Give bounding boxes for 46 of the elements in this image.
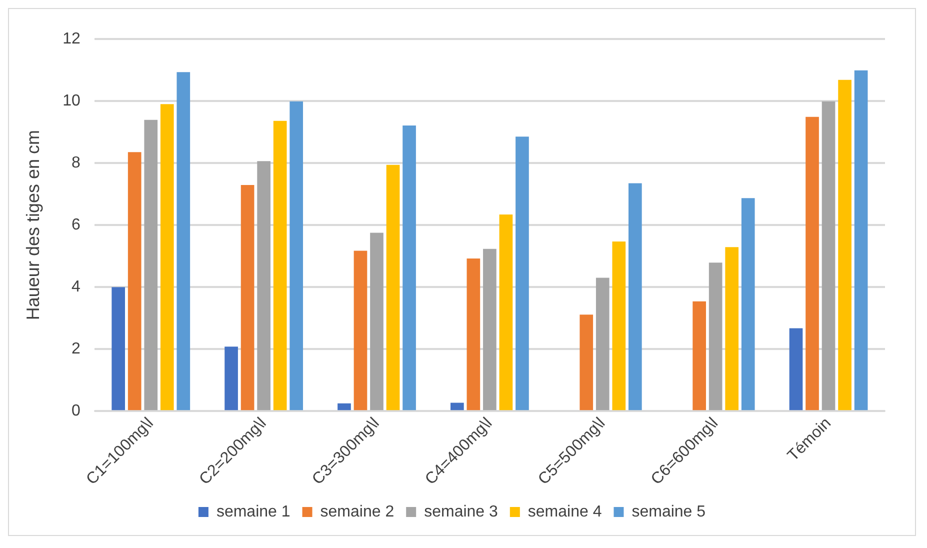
- bar: [370, 232, 384, 410]
- bar: [596, 278, 610, 410]
- bar: [450, 402, 464, 410]
- bar: [708, 262, 722, 410]
- y-tick-label: 0: [71, 402, 80, 420]
- bar: [580, 314, 594, 410]
- bar: [240, 185, 254, 410]
- bar: [257, 161, 270, 410]
- bar: [516, 136, 529, 410]
- legend-label: semaine 3: [424, 503, 498, 520]
- bar: [854, 70, 868, 410]
- bar: [273, 120, 287, 410]
- y-tick-label: 6: [71, 216, 80, 234]
- bar: [789, 328, 803, 410]
- y-axis-title: Haueur des tiges en cm: [22, 130, 43, 320]
- bar: [402, 126, 416, 410]
- legend-label: semaine 2: [320, 503, 394, 520]
- bar: [176, 72, 190, 410]
- bar: [692, 301, 706, 410]
- bar: [160, 104, 174, 410]
- y-tick-label: 12: [62, 30, 80, 48]
- bar: [144, 120, 158, 410]
- bar: [838, 80, 852, 410]
- bar: [128, 152, 142, 410]
- legend-label: semaine 1: [216, 503, 290, 520]
- bar: [499, 214, 513, 410]
- bar: [483, 248, 496, 410]
- y-tick-label: 8: [71, 154, 80, 172]
- bar: [224, 346, 238, 410]
- bar: [466, 258, 480, 410]
- y-tick-label: 4: [71, 278, 80, 296]
- bar: [725, 247, 739, 410]
- legend-label: semaine 4: [528, 503, 602, 520]
- bar: [338, 403, 351, 410]
- y-tick-label: 10: [62, 92, 80, 110]
- bar: [112, 287, 126, 410]
- bar: [386, 164, 400, 410]
- bar: [290, 101, 304, 410]
- bar: [612, 241, 626, 410]
- bar: [822, 101, 836, 410]
- legend-label: semaine 5: [632, 503, 706, 520]
- y-tick-label: 2: [71, 340, 80, 358]
- bar: [354, 250, 368, 410]
- bar: [741, 198, 755, 410]
- bar: [628, 183, 642, 410]
- bar: [806, 116, 819, 410]
